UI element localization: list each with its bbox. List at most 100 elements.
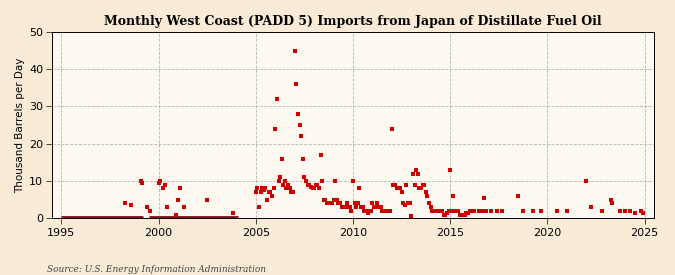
Point xyxy=(354,186,364,191)
Point xyxy=(360,209,371,213)
Point xyxy=(419,183,430,187)
Point xyxy=(250,190,261,194)
Point xyxy=(417,183,428,187)
Point xyxy=(331,197,342,202)
Point xyxy=(479,196,489,200)
Point xyxy=(396,190,407,194)
Point xyxy=(468,209,479,213)
Point xyxy=(402,201,413,206)
Point xyxy=(275,175,286,180)
Point xyxy=(389,183,400,187)
Point xyxy=(438,212,449,217)
Point xyxy=(262,197,273,202)
Point xyxy=(453,209,464,213)
Point xyxy=(317,179,327,183)
Point xyxy=(273,179,284,183)
Point xyxy=(320,197,331,202)
Point xyxy=(304,183,315,187)
Point xyxy=(351,205,362,209)
Point xyxy=(356,205,367,209)
Point xyxy=(437,209,448,213)
Point xyxy=(364,209,375,213)
Text: Source: U.S. Energy Information Administration: Source: U.S. Energy Information Administ… xyxy=(47,265,266,274)
Point xyxy=(456,212,467,217)
Point xyxy=(427,209,437,213)
Point xyxy=(227,210,238,215)
Point xyxy=(329,179,340,183)
Point xyxy=(462,210,473,215)
Point xyxy=(171,212,182,217)
Point xyxy=(460,212,470,217)
Point xyxy=(357,205,368,209)
Point xyxy=(256,186,267,191)
Point xyxy=(159,183,170,187)
Point xyxy=(387,127,398,131)
Point xyxy=(383,209,394,213)
Point xyxy=(292,112,303,116)
Point xyxy=(492,209,503,213)
Point xyxy=(298,156,308,161)
Point xyxy=(535,209,546,213)
Point xyxy=(126,203,136,207)
Point xyxy=(513,194,524,198)
Point xyxy=(445,168,456,172)
Point xyxy=(327,201,338,206)
Point xyxy=(369,205,379,209)
Point xyxy=(271,97,282,101)
Point xyxy=(135,179,146,183)
Point xyxy=(314,186,325,191)
Point xyxy=(349,201,360,206)
Point xyxy=(424,201,435,206)
Point xyxy=(161,205,172,209)
Point xyxy=(398,201,408,206)
Point xyxy=(338,205,349,209)
Point xyxy=(448,194,459,198)
Point xyxy=(412,171,423,176)
Point xyxy=(371,205,381,209)
Point xyxy=(259,188,269,192)
Point xyxy=(433,209,444,213)
Point xyxy=(296,134,306,139)
Point xyxy=(615,209,626,213)
Point xyxy=(158,186,169,191)
Point xyxy=(395,186,406,191)
Point xyxy=(348,179,358,183)
Point xyxy=(341,201,352,206)
Point xyxy=(432,209,443,213)
Point xyxy=(429,209,439,213)
Point xyxy=(497,209,508,213)
Point xyxy=(333,201,344,206)
Point xyxy=(173,197,184,202)
Point xyxy=(174,186,185,191)
Point xyxy=(308,186,319,191)
Point xyxy=(458,212,468,217)
Point xyxy=(430,209,441,213)
Point xyxy=(581,179,592,183)
Point xyxy=(286,190,297,194)
Point xyxy=(400,203,410,207)
Point xyxy=(435,209,446,213)
Point xyxy=(380,209,391,213)
Point xyxy=(294,123,305,127)
Point xyxy=(142,205,153,209)
Point xyxy=(281,186,292,191)
Point xyxy=(291,82,302,86)
Point xyxy=(425,205,436,209)
Point xyxy=(288,190,298,194)
Point xyxy=(411,168,422,172)
Point xyxy=(620,209,630,213)
Point xyxy=(300,179,311,183)
Point xyxy=(336,205,347,209)
Point xyxy=(315,153,326,157)
Point xyxy=(446,209,457,213)
Point xyxy=(119,201,130,206)
Point xyxy=(202,197,213,202)
Point xyxy=(305,185,316,189)
Point xyxy=(260,186,271,191)
Point xyxy=(461,210,472,215)
Point xyxy=(441,210,452,215)
Point xyxy=(377,209,387,213)
Point xyxy=(373,205,384,209)
Point xyxy=(346,209,357,213)
Point xyxy=(443,209,454,213)
